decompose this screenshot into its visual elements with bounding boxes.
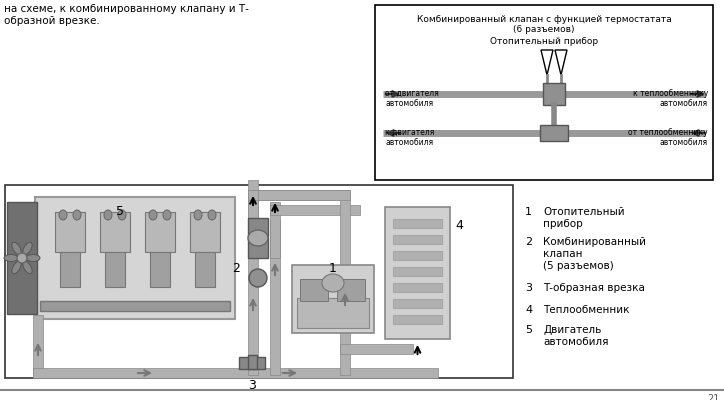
Bar (248, 190, 348, 200)
Bar (40, 301, 230, 311)
Ellipse shape (248, 230, 268, 246)
Text: автомобиля: автомобиля (385, 99, 433, 108)
Bar (258, 190, 350, 200)
Text: к двигателя: к двигателя (385, 128, 434, 137)
Ellipse shape (163, 210, 171, 220)
Text: автомобиля: автомобиля (543, 337, 608, 347)
Text: клапан: клапан (543, 249, 583, 259)
Text: 3: 3 (525, 283, 532, 293)
Bar (55, 212, 85, 252)
Text: автомобиля: автомобиля (660, 138, 708, 147)
Text: 2: 2 (525, 237, 532, 247)
Bar (292, 265, 374, 333)
Bar (393, 235, 442, 244)
Ellipse shape (104, 210, 112, 220)
Text: 1: 1 (329, 262, 337, 275)
Text: прибор: прибор (543, 219, 583, 229)
Bar (7, 202, 37, 314)
Bar (33, 368, 438, 378)
Bar (60, 252, 80, 287)
Bar (145, 212, 175, 252)
Text: автомобиля: автомобиля (385, 138, 433, 147)
Bar (248, 355, 257, 369)
Text: на схеме, к комбинированному клапану и Т-
образной врезке.: на схеме, к комбинированному клапану и Т… (4, 4, 249, 26)
Bar (393, 219, 442, 228)
Polygon shape (541, 50, 553, 75)
Bar (195, 252, 215, 287)
Ellipse shape (12, 242, 21, 255)
Bar (393, 267, 442, 276)
Bar (270, 205, 360, 215)
Bar (35, 197, 235, 319)
Ellipse shape (322, 274, 344, 292)
Ellipse shape (23, 242, 32, 255)
Text: 5: 5 (525, 325, 532, 335)
Bar (105, 252, 125, 287)
Bar (393, 251, 442, 260)
Bar (297, 298, 369, 328)
Polygon shape (555, 50, 567, 75)
Text: 4: 4 (525, 305, 532, 315)
Ellipse shape (194, 210, 202, 220)
Bar (5, 185, 513, 378)
Bar (248, 218, 268, 258)
Bar (270, 220, 280, 375)
Bar (385, 207, 450, 339)
Text: Т-образная врезка: Т-образная врезка (543, 283, 645, 293)
Bar (340, 190, 350, 375)
Ellipse shape (73, 210, 81, 220)
Text: Комбинированный клапан с функцией термостатата: Комбинированный клапан с функцией термос… (416, 15, 671, 24)
Bar (248, 180, 258, 375)
Text: Отопительный прибор: Отопительный прибор (490, 37, 598, 46)
Bar (190, 212, 220, 252)
Text: Отопительный: Отопительный (543, 207, 625, 217)
Text: 1: 1 (525, 207, 532, 217)
Ellipse shape (4, 254, 18, 262)
Ellipse shape (118, 210, 126, 220)
Text: 3: 3 (248, 379, 256, 392)
Bar (540, 125, 568, 141)
Bar (239, 357, 265, 369)
Bar (300, 279, 328, 301)
Bar (337, 279, 365, 301)
Text: 4: 4 (455, 219, 463, 232)
Bar (150, 252, 170, 287)
Bar (393, 315, 442, 324)
Bar (375, 5, 713, 180)
Bar (393, 299, 442, 308)
Text: 21: 21 (707, 394, 720, 400)
Bar (393, 283, 442, 292)
Text: автомобиля: автомобиля (660, 99, 708, 108)
Bar (100, 212, 130, 252)
Ellipse shape (59, 210, 67, 220)
Ellipse shape (208, 210, 216, 220)
Text: к теплообменнику: к теплообменнику (633, 89, 708, 98)
Text: Теплообменник: Теплообменник (543, 305, 629, 315)
Bar (340, 344, 413, 354)
Ellipse shape (23, 261, 32, 274)
Text: (6 разъемов): (6 разъемов) (513, 25, 575, 34)
Bar (33, 315, 43, 375)
Bar (270, 202, 280, 258)
Bar (248, 190, 258, 258)
Ellipse shape (26, 254, 40, 262)
Circle shape (17, 253, 27, 263)
Text: 5: 5 (116, 205, 124, 218)
Text: от двигателя: от двигателя (385, 89, 439, 98)
Text: Комбинированный: Комбинированный (543, 237, 646, 247)
Ellipse shape (149, 210, 157, 220)
Text: 2: 2 (232, 262, 240, 274)
Bar (543, 83, 565, 105)
Text: (5 разъемов): (5 разъемов) (543, 261, 614, 271)
Ellipse shape (249, 269, 267, 287)
Ellipse shape (12, 261, 21, 274)
Text: от теплообменнику: от теплообменнику (628, 128, 708, 137)
Text: Двигатель: Двигатель (543, 325, 602, 335)
